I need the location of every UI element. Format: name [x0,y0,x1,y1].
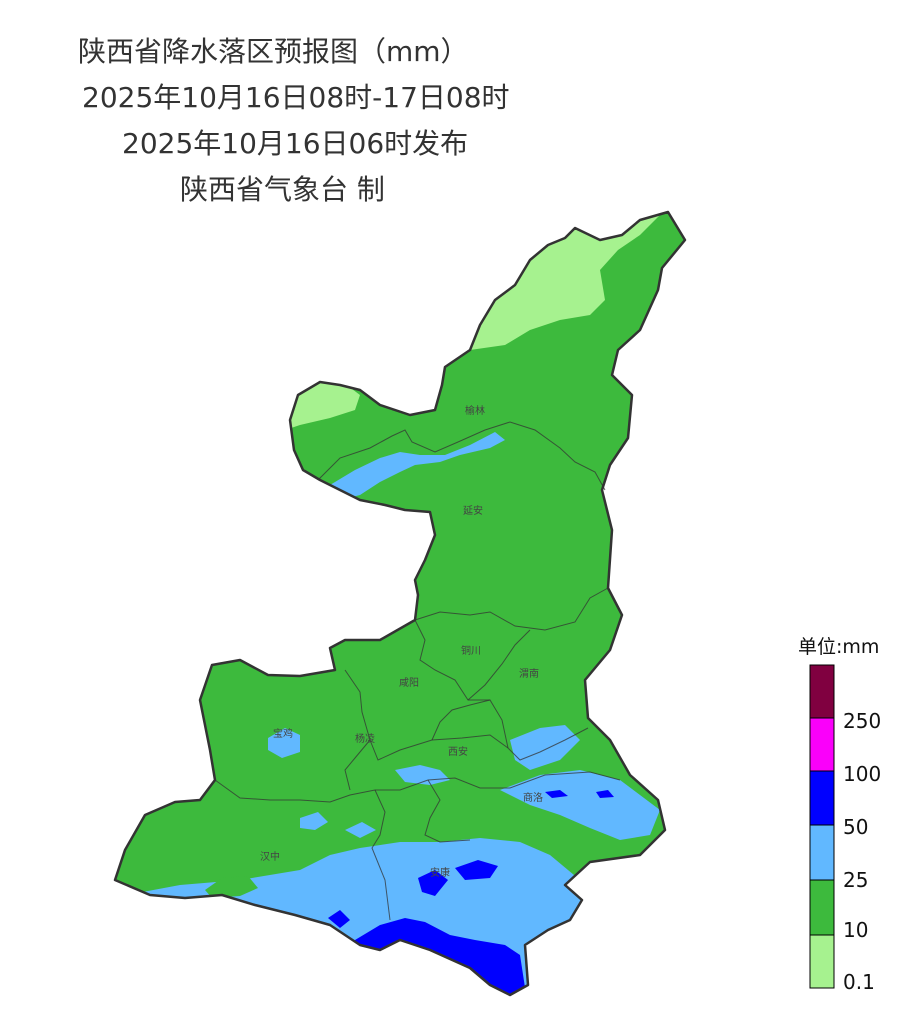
legend-title: 单位:mm [798,636,880,658]
rain-25-50-area-hanzhong-b [345,822,376,838]
prefecture-boundaries [214,421,621,921]
forecast-period: 2025年10月16日08时-17日08时 [82,81,510,114]
legend-swatch-50 [809,770,835,826]
legend-swatch-100 [809,717,835,772]
legend-label-250: 250 [843,709,882,733]
legend-label-0-1: 0.1 [843,970,875,994]
legend-label-100: 100 [843,762,882,786]
rain-25-50-area-xian [395,765,450,785]
city-label-hanzhong: 汉中 [260,850,280,863]
city-label-ankang: 安康 [430,866,450,879]
rain-50-100-area-shangluo-b [596,790,614,798]
legend-swatch-25 [809,824,835,881]
rain-50-100-area-shangluo-a [545,790,568,798]
city-label-weinan: 渭南 [519,667,539,680]
rain-50-100-area-ankang-a [455,860,498,880]
issue-time: 2025年10月16日06时发布 [122,127,469,160]
legend-swatch-10 [809,879,835,936]
legend-colorbar [809,664,835,989]
legend-label-10: 10 [843,918,869,942]
city-label-xianyang: 咸阳 [399,677,419,689]
city-label-shangluo: 商洛 [523,791,543,804]
rain-50-100-area-ankang-b [418,870,448,896]
city-label-yangling: 杨凌 [355,732,375,745]
city-label-baoji: 宝鸡 [273,727,293,740]
rain-25-50-area-north [330,432,505,500]
map-title: 陕西省降水落区预报图（mm） [78,35,469,68]
city-label-xian: 西安 [448,745,468,758]
province-outline [113,210,687,997]
legend-swatch-250 [809,664,835,719]
rain-25-50-area-hanzhong-a [300,812,328,830]
issuer: 陕西省气象台 制 [180,173,385,206]
legend-label-25: 25 [843,868,869,892]
legend-swatch-0-1 [809,934,835,989]
rain-0-1-10-area-north [460,212,660,350]
rain-25-50-area-weinan [510,725,580,770]
legend-label-50: 50 [843,815,869,839]
rain-10-25-island-hanzhong [205,876,258,898]
city-label-yulin: 榆林 [465,404,485,417]
city-label-yanan: 延安 [463,504,483,517]
city-label-tongchuan: 铜川 [461,645,481,657]
rain-25-50-area-baoji [268,728,300,758]
rain-50-100-area-hanzhong [328,910,350,928]
rain-25-50-area-shangluo [500,770,660,840]
